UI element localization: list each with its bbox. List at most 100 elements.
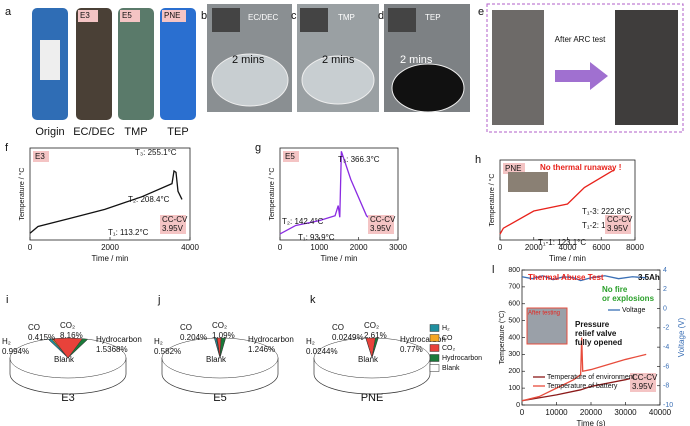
time: 2 mins [232,54,265,66]
panel-letter: c [291,10,297,22]
tag: E5 [122,11,132,20]
annotation: T₁-2: 153°C [582,221,624,230]
slice-label: Hydrocarbon [400,335,446,344]
slice-label: CO [28,323,40,332]
annotation: Pressure [575,320,610,329]
tag-box [283,151,299,162]
y-axis-label: Temperature / °C [268,168,276,221]
note: or explosions [602,294,655,303]
x-axis-label: Time / min [549,254,586,263]
pie-title: E5 [213,392,226,404]
value-label: 0.0249% [332,333,364,342]
photo [615,10,678,125]
series-line [521,373,647,402]
legend-label: Hydrocarbon [442,355,482,362]
chart-title: No thermal runaway ! [540,163,621,172]
series-line [521,275,647,282]
annotation: T₁: 93.9°C [298,233,335,242]
tag: E3 [35,152,45,161]
x-axis-label: Time (s) [576,419,605,426]
dish [301,55,375,105]
panel-letter: a [5,6,12,18]
inset [300,8,328,32]
y2-tick-label: 4 [663,267,667,274]
tag: E5 [285,152,295,161]
caption: TMP [124,126,147,138]
condition: CC-CV [370,215,396,224]
slice-label: H₂ [154,337,163,346]
y-axis-label: Temperature (°C) [498,311,506,365]
tag-box [78,10,98,22]
y2-tick-label: -2 [663,325,669,332]
x-tick-label: 1000 [310,243,328,252]
inset-photo [508,172,548,192]
condition: 3.95V [162,224,184,233]
legend-swatch [429,354,440,362]
y2-tick-label: -6 [663,363,669,370]
condition: CC-CV [162,215,188,224]
value-label: 2.61% [364,331,387,340]
annotation: T₁-1: 123.1°C [538,238,586,247]
panel-letter: h [475,154,481,166]
slice-label: H₂ [306,337,315,346]
label: TEP [425,13,441,22]
condition-box [160,215,186,234]
note: No fire [602,285,628,294]
condition: 3.95V [607,224,629,233]
dashed-box [486,3,684,133]
condition-box [368,215,394,234]
time: 2 mins [400,54,433,66]
plot-frame [279,147,399,241]
slice-label: CO [180,323,192,332]
pie-slice [313,337,431,379]
dish [391,63,465,113]
y-axis-label: Temperature / °C [488,174,496,227]
slice-label: Blank [358,355,379,364]
x-tick-label: 30000 [614,408,637,417]
y2-tick-label: -10 [663,402,673,409]
series-line [29,169,183,234]
legend-swatch [429,324,440,332]
slice-label: CO₂ [364,321,379,330]
y-tick-label: 0 [516,402,520,409]
inset [388,8,416,32]
barcode [40,40,60,80]
x-tick-label: 0 [278,243,283,252]
x-tick-label: 0 [520,408,525,417]
caption: EC/DEC [73,126,115,138]
pie-title: PNE [361,392,384,404]
value-label: 0.0244% [306,347,338,356]
legend-label: H₂ [442,325,450,332]
annotation: T₁-3: 222.8°C [582,207,630,216]
legend-swatch [429,364,440,372]
slice-label: H₂ [2,337,11,346]
x-tick-label: 4000 [559,243,577,252]
legend-label: Voltage [622,307,645,314]
caption: Origin [35,126,64,138]
x-tick-label: 10000 [545,408,568,417]
label: After ARC test [555,35,606,44]
panel-letter: f [5,142,9,154]
x-axis-label: Time / min [91,254,128,263]
y-tick-label: 600 [508,301,520,308]
slice-label: Blank [206,355,227,364]
condition-box [630,373,656,392]
annotation: T₃: 366.3°C [338,155,380,164]
pie-title: E3 [61,392,74,404]
x-tick-label: 0 [28,243,33,252]
condition: CC-CV [632,373,658,382]
x-tick-label: 2000 [101,243,119,252]
y2-tick-label: 0 [663,305,667,312]
panel-letter: k [310,294,316,306]
tag: PNE [164,11,180,20]
inset [212,8,240,32]
slice-label: CO₂ [212,321,227,330]
legend-label: Temperature of environment [547,374,635,381]
condition-box [605,215,631,234]
y-tick-label: 800 [508,267,520,274]
value-label: 0.994% [2,347,29,356]
value-label: 0.582% [154,347,181,356]
y-tick-label: 500 [508,317,520,324]
battery-photo [76,8,112,120]
